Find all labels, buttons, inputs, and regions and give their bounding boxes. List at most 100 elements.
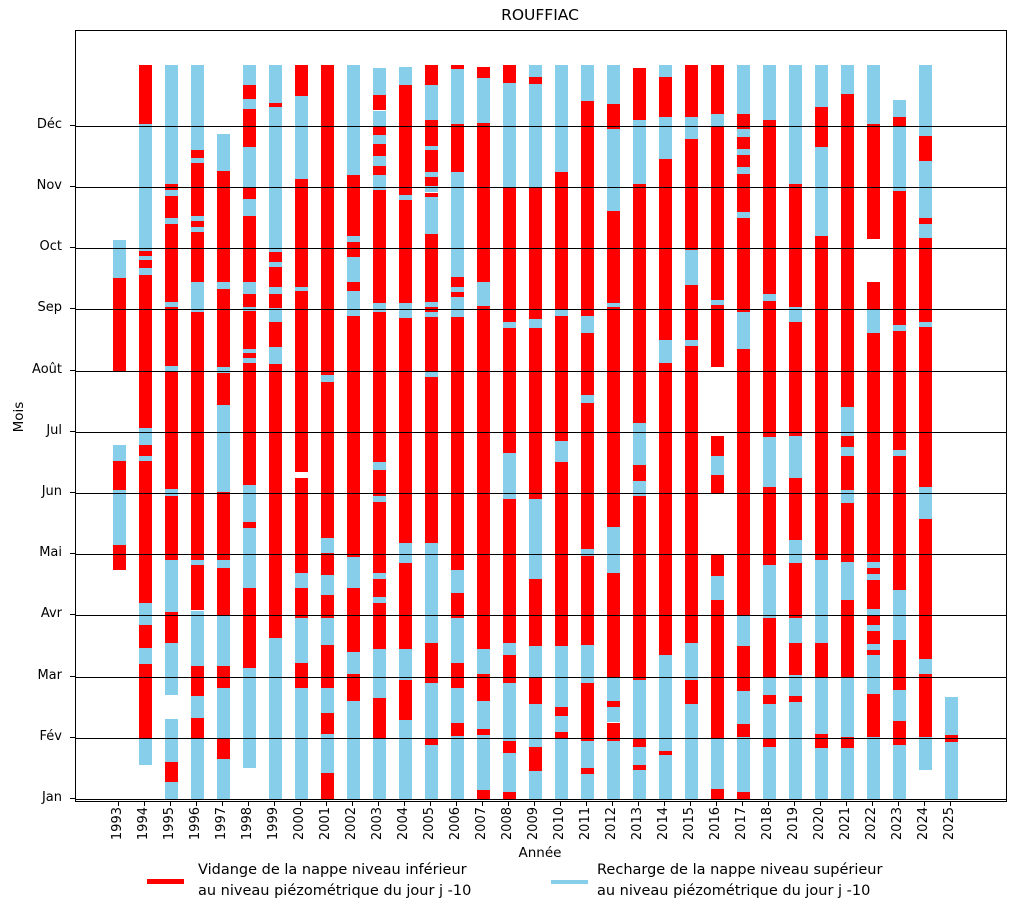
bar-segment-vidange <box>242 85 256 99</box>
bar-segment-recharge <box>190 157 204 163</box>
bar-segment-vidange <box>528 187 542 319</box>
bar-segment-vidange <box>658 76 672 117</box>
month-gridline-Déc <box>76 125 1006 127</box>
bar-segment-vidange <box>762 487 776 566</box>
x-tick-label-2007: 2007 <box>474 807 489 841</box>
bar-segment-vidange <box>398 199 412 303</box>
bar-segment-recharge <box>814 64 828 108</box>
bar-segment-vidange <box>216 567 230 616</box>
x-tick-2021 <box>846 801 847 806</box>
month-gridline-Oct <box>76 248 1006 250</box>
x-tick-2004 <box>404 801 405 806</box>
y-tick-Jul <box>70 430 75 432</box>
bar-segment-vidange <box>190 150 204 158</box>
bar-segment-vidange <box>450 276 464 287</box>
bar-segment-recharge <box>606 527 620 573</box>
bar-segment-vidange <box>736 791 750 799</box>
bar-segment-recharge <box>736 128 750 137</box>
bar-segment-recharge <box>346 701 360 799</box>
bar-segment-vidange <box>372 165 386 175</box>
bar-segment-recharge <box>164 217 178 224</box>
bar-2022 <box>866 31 880 801</box>
bar-segment-vidange <box>580 683 594 741</box>
legend-vidange-line1: Vidange de la nappe niveau inférieur <box>198 862 467 878</box>
bar-segment-vidange <box>788 562 802 618</box>
bar-segment-recharge <box>320 575 334 596</box>
bar-segment-vidange <box>372 603 386 650</box>
bar-segment-vidange <box>294 179 308 287</box>
month-gridline-Mai <box>76 554 1006 556</box>
bar-segment-recharge <box>658 116 672 160</box>
bar-segment-recharge <box>164 560 178 613</box>
bar-segment-recharge <box>424 171 438 177</box>
bar-segment-vidange <box>684 346 698 643</box>
bar-segment-recharge <box>710 456 724 475</box>
bar-segment-recharge <box>242 199 256 217</box>
bar-segment-vidange <box>372 502 386 573</box>
x-tick-1997 <box>222 801 223 806</box>
bar-segment-vidange <box>450 64 464 69</box>
bar-segment-recharge <box>918 321 932 327</box>
bar-segment-vidange <box>892 116 906 126</box>
bar-segment-recharge <box>580 740 594 769</box>
x-tick-label-2008: 2008 <box>500 807 515 841</box>
bar-segment-recharge <box>424 311 438 317</box>
bar-segment-vidange <box>762 737 776 747</box>
y-tick-Jan <box>70 798 75 799</box>
bar-segment-recharge <box>866 609 880 616</box>
bar-segment-recharge <box>216 404 230 493</box>
bar-segment-vidange <box>866 281 880 310</box>
bar-segment-vidange <box>892 456 906 590</box>
bar-segment-recharge <box>346 557 360 588</box>
bar-segment-vidange <box>528 676 542 705</box>
legend-vidange-line2: au niveau piézométrique du jour j -10 <box>198 883 472 899</box>
bar-segment-recharge <box>632 679 646 738</box>
bar-1997 <box>216 31 230 801</box>
bar-segment-vidange <box>866 615 880 625</box>
bar-segment-recharge <box>814 560 828 643</box>
month-gridline-Nov <box>76 187 1006 188</box>
bar-segment-recharge <box>788 306 802 322</box>
bar-segment-recharge <box>892 324 906 331</box>
bar-segment-vidange <box>320 64 334 375</box>
bar-segment-recharge <box>866 309 880 334</box>
bar-segment-vidange <box>710 436 724 457</box>
bar-segment-vidange <box>268 364 282 639</box>
bar-segment-vidange <box>372 125 386 135</box>
bar-segment-recharge <box>216 758 230 799</box>
legend-swatch-vidange <box>147 879 184 884</box>
bar-2016 <box>710 31 724 801</box>
bar-segment-vidange <box>892 720 906 746</box>
bar-2020 <box>814 31 828 801</box>
bar-segment-recharge <box>190 560 204 566</box>
bar-segment-vidange <box>554 731 568 738</box>
legend-swatch-recharge <box>551 880 588 884</box>
bar-segment-recharge <box>918 223 932 238</box>
bar-segment-recharge <box>372 67 386 96</box>
bar-segment-vidange <box>502 64 516 83</box>
bar-segment-recharge <box>294 572 308 588</box>
bar-segment-vidange <box>346 281 360 292</box>
bar-segment-vidange <box>840 600 854 678</box>
bar-segment-vidange <box>164 496 178 561</box>
bar-segment-recharge <box>580 315 594 333</box>
x-tick-2014 <box>664 801 665 806</box>
bar-segment-vidange <box>138 260 152 268</box>
bar-segment-recharge <box>372 649 386 698</box>
bar-segment-vidange <box>554 171 568 310</box>
legend-recharge-line1: Recharge de la nappe niveau supérieur <box>597 862 883 878</box>
bar-segment-recharge <box>606 707 620 723</box>
bar-segment-recharge <box>164 302 178 307</box>
bar-segment-vidange <box>372 144 386 157</box>
bar-segment-recharge <box>424 542 438 643</box>
legend-recharge-line2: au niveau piézométrique du jour j -10 <box>597 883 871 899</box>
bar-segment-vidange <box>684 284 698 340</box>
bar-segment-recharge <box>944 742 958 799</box>
bar-segment-vidange <box>190 220 204 227</box>
bar-segment-recharge <box>424 745 438 799</box>
bar-segment-vidange <box>528 746 542 772</box>
bar-segment-recharge <box>632 769 646 799</box>
x-tick-2003 <box>378 801 379 806</box>
bar-segment-recharge <box>866 737 880 799</box>
bar-segment-recharge <box>398 194 412 200</box>
